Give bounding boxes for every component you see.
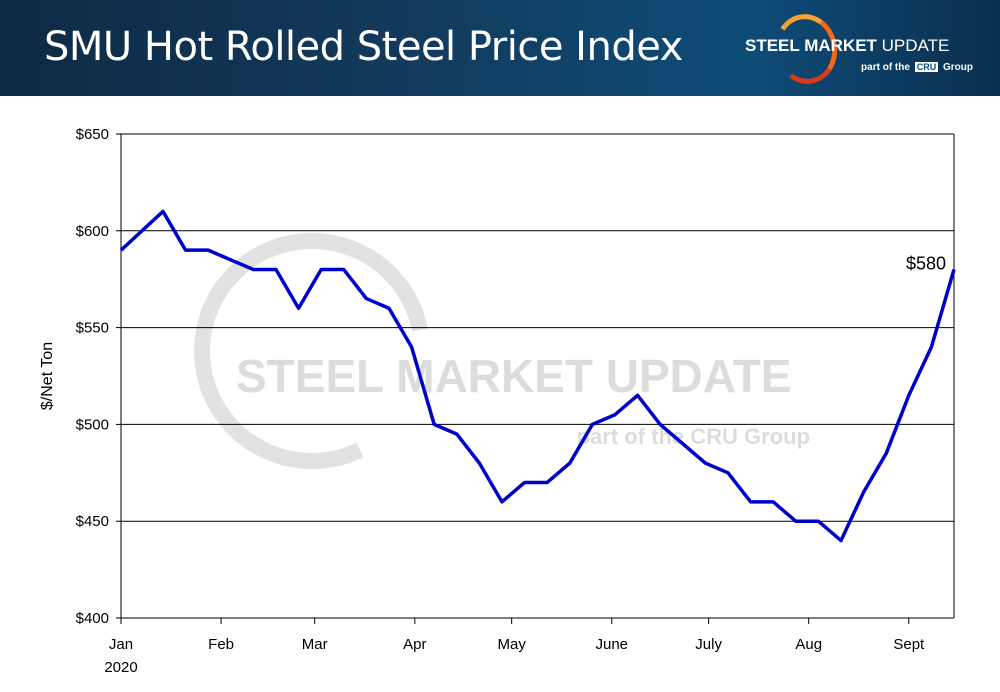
x-tick-label: June xyxy=(595,636,628,653)
y-tick-label: $650 xyxy=(76,126,109,143)
y-tick-label: $600 xyxy=(76,223,109,240)
x-tick-label: Feb xyxy=(208,636,234,653)
y-axis-label: $/Net Ton xyxy=(39,342,56,410)
y-tick-label: $450 xyxy=(76,513,109,530)
y-tick-label: $550 xyxy=(76,320,109,337)
x-tick-label: Jan xyxy=(109,636,133,653)
x-tick-label: May xyxy=(497,636,526,653)
watermark-text: STEEL MARKET UPDATE xyxy=(236,350,791,402)
y-tick-label: $500 xyxy=(76,416,109,433)
x-tick-label: July xyxy=(695,636,722,653)
x-tick-label: Sept xyxy=(893,636,925,653)
steel-market-update-logo: STEEL MARKET UPDATE part of the CRU Grou… xyxy=(745,9,985,89)
x-tick-label: Aug xyxy=(795,636,822,653)
x-year-label: 2020 xyxy=(104,659,137,676)
y-tick-label: $400 xyxy=(76,610,109,627)
x-tick-label: Mar xyxy=(302,636,328,653)
x-tick-label: Apr xyxy=(403,636,426,653)
page-title: SMU Hot Rolled Steel Price Index xyxy=(44,24,683,70)
header-banner: SMU Hot Rolled Steel Price Index STEEL M… xyxy=(0,0,1000,96)
watermark-subtext: part of the CRU Group xyxy=(577,424,810,449)
last-value-label: $580 xyxy=(906,254,946,274)
watermark-arc xyxy=(194,233,428,469)
